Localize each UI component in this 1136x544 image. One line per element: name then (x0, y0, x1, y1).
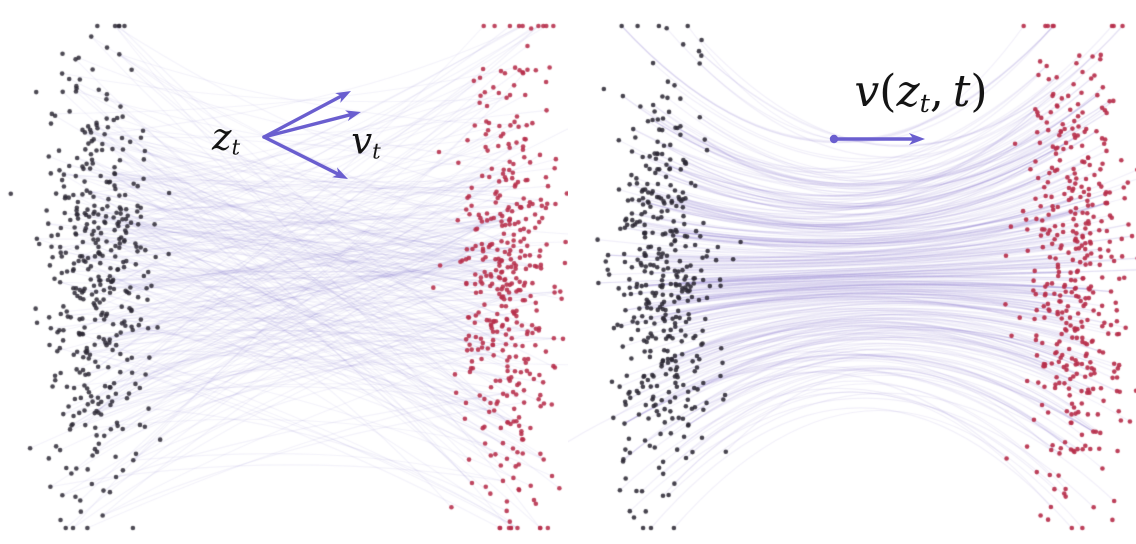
label-v-zt-t-fn: v (854, 66, 880, 117)
label-v-zt-t-time: t (952, 66, 971, 117)
label-v-zt-t: v(zt, t) (854, 70, 987, 117)
label-v-t-sub: t (372, 139, 381, 165)
label-v-t-main: v (351, 119, 373, 163)
left-panel-crossing-trajectories (0, 0, 568, 544)
label-v-zt-t-open-paren: ( (879, 66, 897, 117)
label-z-t-main: z (211, 115, 232, 159)
label-v-t: vt (351, 119, 381, 163)
label-z-t-sub: t (231, 135, 241, 161)
label-v-zt-t-close-paren: ) (970, 66, 988, 117)
label-v-zt-t-sub: t (919, 88, 930, 119)
right-panel-rectified-trajectories (568, 0, 1136, 544)
label-z-t: zt (211, 115, 240, 159)
label-v-zt-t-comma: , (929, 66, 944, 117)
label-v-zt-t-arg: z (896, 66, 920, 117)
